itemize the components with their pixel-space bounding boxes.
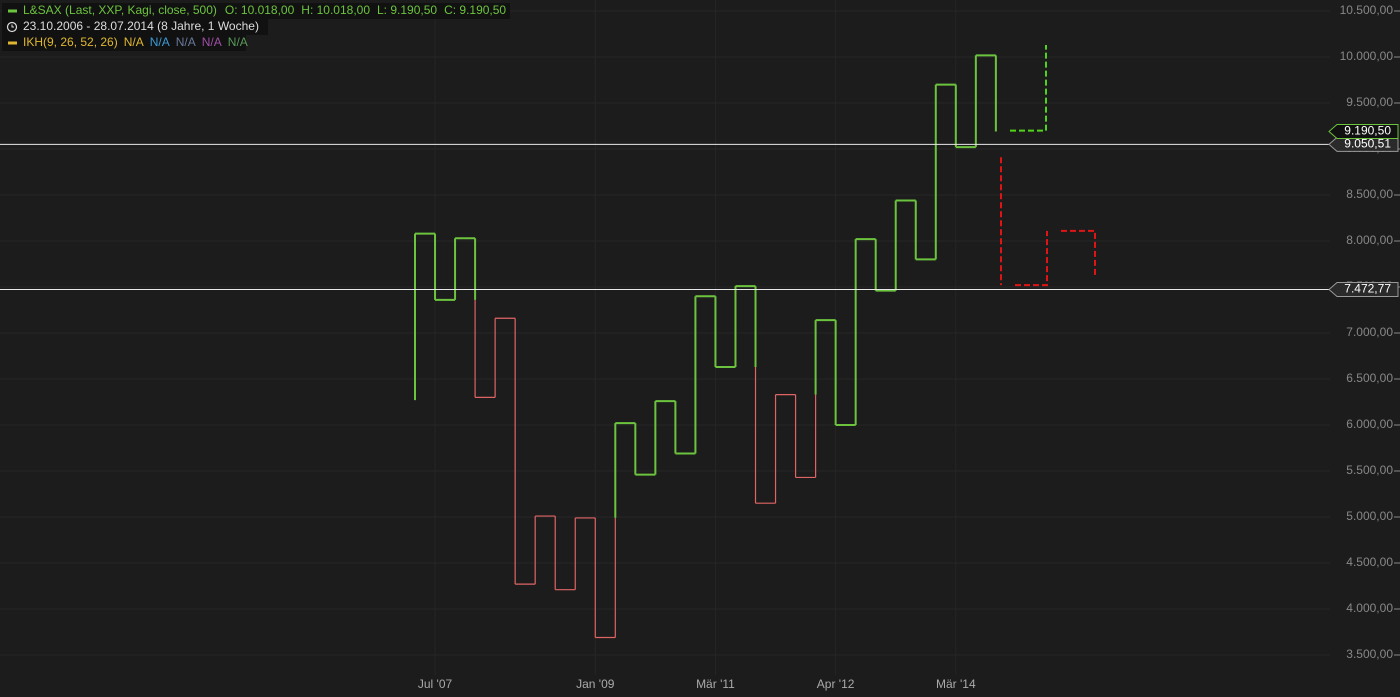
x-tick-label: Jan '09: [576, 677, 615, 691]
legend-high: H: 10.018,00: [301, 3, 370, 17]
legend-bg: [2, 3, 510, 19]
indicator-value: N/A: [124, 35, 144, 49]
y-tick-label: 3.500,00: [1346, 647, 1393, 661]
x-tick-label: Mär '14: [936, 677, 976, 691]
y-tick-label: 4.000,00: [1346, 601, 1393, 615]
price-tag-label: 9.190,50: [1344, 124, 1391, 138]
y-tick-label: 5.000,00: [1346, 509, 1393, 523]
y-tick-label: 5.500,00: [1346, 463, 1393, 477]
legend-bg: [2, 19, 268, 35]
clock-hands: [11, 24, 14, 28]
y-tick-label: 8.500,00: [1346, 187, 1393, 201]
legend: L&SAX (Last, XXP, Kagi, close, 500) 23.1…: [2, 3, 510, 51]
projection-line: [1000, 157, 1096, 287]
clock-icon: [6, 21, 18, 33]
price-tag: [1328, 123, 1399, 139]
price-tag-label: 7.472,77: [1344, 282, 1391, 296]
y-tick-label: 6.500,00: [1346, 371, 1393, 385]
indicator-value: N/A: [176, 35, 196, 49]
projection-line: [1010, 45, 1047, 132]
indicator-value: N/A: [202, 35, 222, 49]
price-tag: [1328, 282, 1399, 298]
legend-bg: [2, 35, 246, 51]
y-tick-label: 10.000,00: [1340, 49, 1394, 63]
legend-close: C: 9.190,50: [444, 3, 506, 17]
x-tick-label: Jul '07: [418, 677, 453, 691]
y-tick-label: 10.500,00: [1340, 3, 1394, 17]
x-tick-label: Apr '12: [817, 677, 855, 691]
axis: 3.500,00 4.000,00 4.500,00 5.000,00 5.500,00…: [418, 3, 1400, 691]
legend-indicator: IKH(9, 26, 52, 26): [23, 35, 118, 49]
legend-instrument: L&SAX (Last, XXP, Kagi, close, 500): [23, 3, 217, 17]
y-tick-label: 6.000,00: [1346, 417, 1393, 431]
plot: [0, 45, 1330, 639]
price-tag: [1328, 136, 1399, 152]
legend-period: 23.10.2006 - 28.07.2014 (8 Jahre, 1 Woch…: [23, 19, 259, 33]
legend-low: L: 9.190,50: [377, 3, 437, 17]
y-tick-label: 9.500,00: [1346, 95, 1393, 109]
indicator-value: N/A: [150, 35, 170, 49]
legend-open: O: 10.018,00: [225, 3, 295, 17]
indicator-value: N/A: [228, 35, 248, 49]
y-tick-label: 8.000,00: [1346, 233, 1393, 247]
price-tag-label: 9.050,51: [1344, 137, 1391, 151]
x-tick-label: Mär '11: [696, 677, 735, 691]
y-tick-label: 4.500,00: [1346, 555, 1393, 569]
y-tick-label: 7.000,00: [1346, 325, 1393, 339]
